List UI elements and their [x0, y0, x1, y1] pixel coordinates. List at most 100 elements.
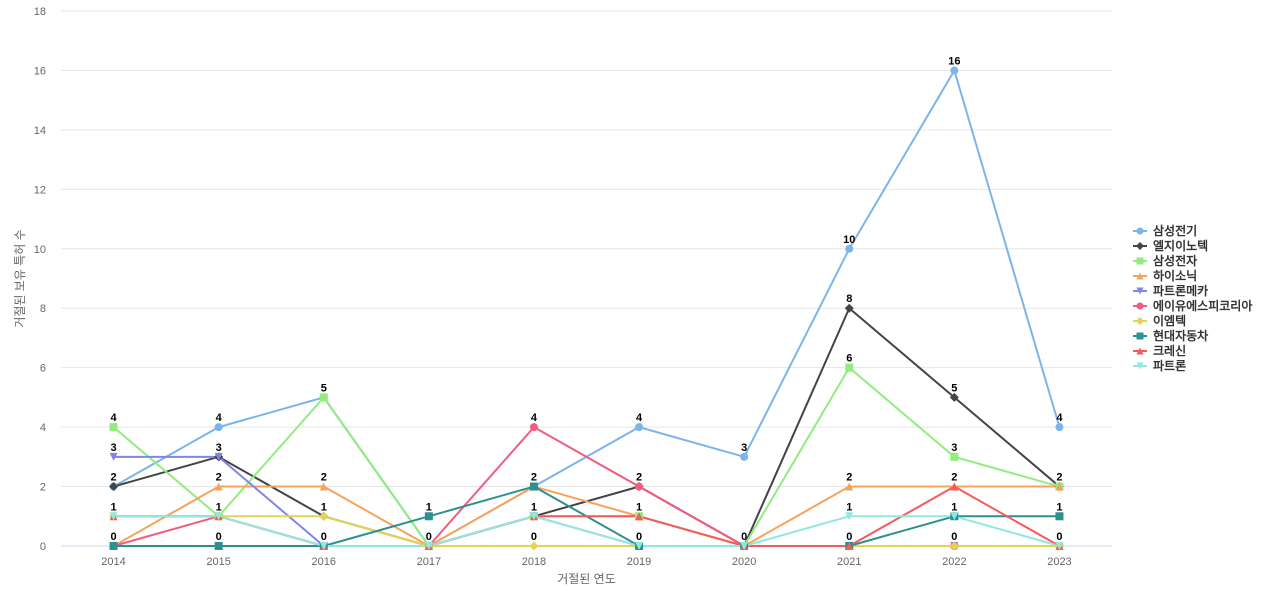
legend-item[interactable]: 현대자동차 [1133, 328, 1208, 343]
data-label: 0 [636, 531, 642, 543]
data-point-series-1[interactable] [740, 452, 749, 461]
data-point-series-10[interactable] [319, 542, 328, 550]
data-point-series-9[interactable] [950, 482, 959, 491]
legend-marker[interactable] [1136, 287, 1144, 295]
data-label: 2 [1056, 472, 1062, 484]
legend-marker[interactable] [1136, 317, 1144, 325]
grid-lines [61, 10, 1112, 547]
legend-marker[interactable] [1136, 302, 1144, 310]
legend-marker[interactable] [1136, 227, 1144, 235]
data-point-series-10[interactable] [109, 512, 118, 521]
data-point-series-10[interactable] [214, 512, 223, 521]
data-point-series-7[interactable] [529, 541, 539, 551]
data-labels: 4321043210521010421042103010862101653210… [110, 55, 1063, 543]
y-tick-label: 14 [34, 125, 46, 137]
legend-marker[interactable] [1136, 362, 1144, 370]
data-point-series-3[interactable] [950, 452, 959, 461]
legend-item[interactable]: 이엠텍 [1133, 313, 1186, 328]
data-label: 0 [216, 531, 222, 543]
legend-marker[interactable] [1136, 257, 1144, 265]
data-point-series-3[interactable] [319, 393, 328, 402]
y-tick-label: 8 [40, 303, 46, 315]
series-line-10[interactable] [113, 515, 1060, 547]
legend-marker[interactable] [1136, 272, 1144, 280]
data-label: 1 [951, 501, 957, 513]
data-point-series-2[interactable] [109, 482, 119, 492]
y-tick-label: 16 [34, 65, 46, 77]
data-point-series-5[interactable] [109, 452, 118, 461]
data-point-series-3[interactable] [109, 423, 118, 432]
data-point-series-10[interactable] [845, 512, 854, 521]
data-point-series-10[interactable] [1055, 542, 1064, 550]
data-point-series-9[interactable] [635, 512, 644, 521]
legend-item[interactable]: 삼성전자 [1133, 253, 1197, 268]
data-label: 0 [531, 531, 537, 543]
data-point-series-6[interactable] [635, 482, 644, 491]
data-point-series-10[interactable] [635, 542, 644, 550]
data-label: 0 [110, 531, 116, 543]
data-point-series-1[interactable] [635, 423, 644, 432]
series-line-7[interactable] [113, 515, 1060, 547]
data-label: 0 [846, 531, 852, 543]
data-point-series-4[interactable] [214, 482, 223, 491]
legend-marker[interactable] [1136, 242, 1144, 250]
legend-item[interactable]: 하이소닉 [1133, 268, 1197, 283]
legend-label: 파트론 [1153, 358, 1186, 373]
x-tick-label: 2020 [732, 556, 756, 568]
data-label: 3 [110, 442, 116, 454]
data-point-series-10[interactable] [740, 542, 749, 550]
legend-label: 삼성전기 [1153, 223, 1197, 238]
data-label: 3 [741, 442, 747, 454]
data-label: 6 [846, 353, 852, 365]
data-point-series-1[interactable] [214, 423, 223, 432]
data-label: 4 [216, 412, 223, 424]
data-point-series-4[interactable] [1055, 482, 1064, 491]
y-axis-ticks: 0 2 4 6 8 10 12 14 16 18 [34, 6, 46, 553]
data-label: 16 [948, 55, 960, 67]
data-point-series-8[interactable] [424, 512, 433, 521]
data-label: 0 [951, 531, 957, 543]
data-point-series-1[interactable] [845, 244, 854, 253]
legend-item[interactable]: 파트론메카 [1133, 283, 1208, 298]
data-label: 1 [846, 501, 852, 513]
data-label: 2 [951, 472, 957, 484]
data-point-series-2[interactable] [949, 392, 959, 402]
data-point-series-8[interactable] [214, 542, 223, 550]
x-tick-label: 2015 [206, 556, 230, 568]
data-point-series-9[interactable] [845, 542, 854, 550]
data-point-series-7[interactable] [949, 541, 959, 551]
legend-label: 삼성전자 [1153, 253, 1197, 268]
series-line-4[interactable] [113, 485, 1060, 547]
data-point-series-10[interactable] [950, 512, 959, 521]
legend-marker[interactable] [1136, 347, 1144, 355]
y-axis-title: 거절된 보유 특허 수 [13, 229, 27, 327]
x-axis-ticks: 2014 2015 2016 2017 2018 2019 2020 2021 2022 2023 [101, 556, 1071, 568]
data-point-series-7[interactable] [319, 511, 329, 521]
data-label: 1 [110, 501, 116, 513]
legend-item[interactable]: 크레신 [1133, 343, 1186, 358]
data-point-series-5[interactable] [214, 452, 223, 461]
data-point-series-1[interactable] [1055, 423, 1064, 432]
legend-label: 에이유에스피코리아 [1153, 298, 1252, 313]
legend-item[interactable]: 에이유에스피코리아 [1133, 298, 1252, 313]
data-point-series-1[interactable] [950, 66, 959, 75]
data-point-series-8[interactable] [1055, 512, 1064, 521]
x-tick-label: 2016 [312, 556, 336, 568]
data-point-series-10[interactable] [529, 512, 538, 521]
data-label: 1 [1056, 501, 1062, 513]
data-point-series-2[interactable] [844, 303, 854, 313]
data-point-series-4[interactable] [319, 482, 328, 491]
legend-item[interactable]: 엘지이노텍 [1133, 238, 1208, 253]
data-point-series-10[interactable] [424, 542, 433, 550]
legend-item[interactable]: 파트론 [1133, 358, 1186, 373]
data-point-series-4[interactable] [845, 482, 854, 491]
data-point-series-8[interactable] [109, 542, 118, 550]
data-point-series-6[interactable] [529, 423, 538, 432]
data-point-series-8[interactable] [529, 482, 538, 491]
legend-marker[interactable] [1136, 332, 1144, 340]
legend-item[interactable]: 삼성전기 [1133, 223, 1197, 238]
data-point-series-3[interactable] [845, 363, 854, 372]
y-tick-label: 6 [40, 363, 46, 375]
